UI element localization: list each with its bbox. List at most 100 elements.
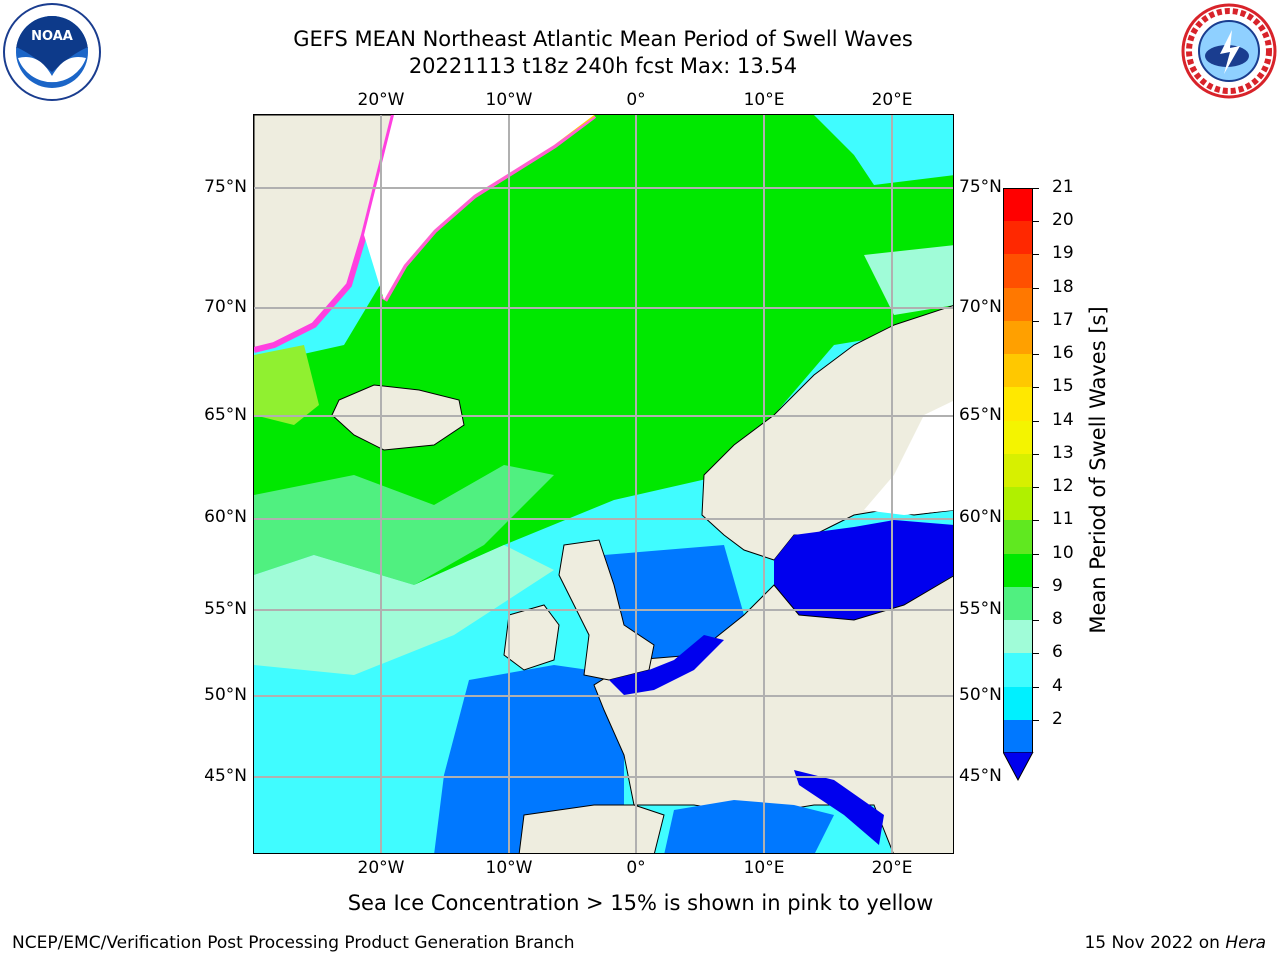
map-gridlines [254, 115, 953, 853]
colorbar-segment [1003, 553, 1033, 588]
colorbar-segment [1003, 387, 1033, 422]
continental-europe-land [593, 575, 953, 853]
colorbar-tick-label: 20 [1052, 210, 1074, 231]
x-tick-top: 0° [626, 90, 646, 110]
ireland-land [503, 604, 560, 671]
x-tick-top: 10°E [743, 90, 785, 110]
iberia-land [518, 804, 665, 853]
x-tick-top: 20°E [871, 90, 913, 110]
colorbar-tick-label: 4 [1052, 675, 1063, 696]
y-tick-left: 45°N [204, 766, 247, 786]
swell-period-blue-northsea [604, 545, 744, 660]
colorbar-segment [1003, 420, 1033, 455]
y-tick-right: 65°N [959, 405, 1002, 425]
y-tick-left: 75°N [204, 177, 247, 197]
colorbar-segment [1003, 453, 1033, 488]
colorbar-tick-label: 15 [1052, 376, 1074, 397]
colorbar-segment [1003, 487, 1033, 521]
colorbar-tickmark [1033, 520, 1039, 522]
colorbar-segment [1003, 287, 1033, 322]
x-tick-bottom: 10°E [743, 858, 785, 878]
colorbar-tick-label: 21 [1052, 177, 1074, 197]
nws-logo-icon [1180, 2, 1278, 100]
colorbar-tick-label: 9 [1052, 575, 1063, 596]
mediterranean-sea [664, 800, 834, 853]
x-tick-bottom: 0° [626, 858, 646, 878]
y-tick-right: 55°N [959, 599, 1002, 619]
colorbar-segment [1003, 686, 1033, 721]
colorbar-tickmark [1033, 254, 1039, 256]
footer-credit: NCEP/EMC/Verification Post Processing Pr… [12, 933, 575, 953]
adriatic-sea [794, 770, 884, 845]
colorbar-segment [1003, 586, 1033, 621]
colorbar-tick-label: 13 [1052, 442, 1074, 463]
footer-date: 15 Nov 2022 on Hera [1084, 933, 1266, 953]
colorbar-tick-label: 2 [1052, 708, 1063, 729]
colorbar-tickmark [1033, 188, 1039, 189]
colorbar-tick-label: 19 [1052, 243, 1074, 264]
colorbar-tickmark [1033, 620, 1039, 622]
sea-ice-note: Sea Ice Concentration > 15% is shown in … [347, 891, 934, 915]
chart-title: GEFS MEAN Northeast Atlantic Mean Period… [293, 27, 913, 51]
map-panel [253, 114, 954, 854]
colorbar-segment [1003, 653, 1033, 688]
y-tick-right: 50°N [959, 685, 1002, 705]
colorbar-tickmark [1033, 420, 1039, 422]
colorbar-tick-label: 11 [1052, 509, 1074, 530]
colorbar-segment [1003, 520, 1033, 555]
footer-host: Hera [1225, 933, 1266, 953]
colorbar-tick-label: 12 [1052, 476, 1074, 497]
colorbar-tickmark [1033, 686, 1039, 688]
y-tick-right: 45°N [959, 766, 1002, 786]
colorbar-tickmark [1033, 586, 1039, 588]
colorbar-segment [1003, 254, 1033, 289]
x-tick-top: 10°W [485, 90, 533, 110]
iceland-land [331, 384, 465, 451]
swell-period-lightgreen-zone [254, 465, 554, 585]
noaa-logo-icon: NOAA [2, 2, 102, 102]
colorbar-tickmark [1033, 387, 1039, 389]
x-tick-bottom: 20°W [357, 858, 405, 878]
x-tick-bottom: 10°W [485, 858, 533, 878]
y-tick-left: 55°N [204, 599, 247, 619]
colorbar-tick-label: 6 [1052, 642, 1063, 663]
colorbar-tickmark [1033, 653, 1039, 655]
y-tick-left: 70°N [204, 297, 247, 317]
colorbar-tick-label: 18 [1052, 276, 1074, 297]
y-tick-left: 50°N [204, 685, 247, 705]
swell-period-blue-biscay [434, 665, 624, 853]
x-tick-top: 20°W [357, 90, 405, 110]
y-tick-right: 75°N [959, 177, 1002, 197]
colorbar-segment [1003, 320, 1033, 355]
y-tick-left: 60°N [204, 507, 247, 527]
colorbar-tickmark [1033, 354, 1039, 356]
colorbar-tickmark [1033, 320, 1039, 322]
colorbar-tickmark [1033, 719, 1039, 721]
colorbar-segment [1003, 354, 1033, 388]
colorbar-tickmark [1033, 287, 1039, 289]
y-tick-left: 65°N [204, 405, 247, 425]
colorbar-tick-label: 14 [1052, 409, 1074, 430]
colorbar-tick-label: 8 [1052, 609, 1063, 630]
colorbar [1003, 188, 1033, 754]
colorbar-tickmark [1033, 453, 1039, 455]
y-tick-right: 60°N [959, 507, 1002, 527]
colorbar-tick-label: 10 [1052, 542, 1074, 563]
colorbar-tick-label: 17 [1052, 309, 1074, 330]
colorbar-segment [1003, 221, 1033, 255]
chart-subtitle: 20221113 t18z 240h fcst Max: 13.54 [408, 54, 798, 78]
colorbar-title: Mean Period of Swell Waves [s] [1086, 306, 1110, 634]
colorbar-tick-label: 16 [1052, 343, 1074, 364]
colorbar-tickmark [1033, 487, 1039, 489]
x-tick-bottom: 20°E [871, 858, 913, 878]
colorbar-segment [1003, 620, 1033, 654]
colorbar-segment [1003, 188, 1033, 222]
colorbar-tickmark [1033, 553, 1039, 555]
footer-date-text: 15 Nov 2022 on [1084, 933, 1226, 953]
baltic-sea [774, 520, 953, 620]
colorbar-tickmark [1033, 221, 1039, 223]
y-tick-right: 70°N [959, 297, 1002, 317]
swell-period-yellowgreen-patch [254, 345, 319, 425]
colorbar-extend-arrow [1003, 752, 1034, 782]
svg-text:NOAA: NOAA [31, 29, 73, 44]
